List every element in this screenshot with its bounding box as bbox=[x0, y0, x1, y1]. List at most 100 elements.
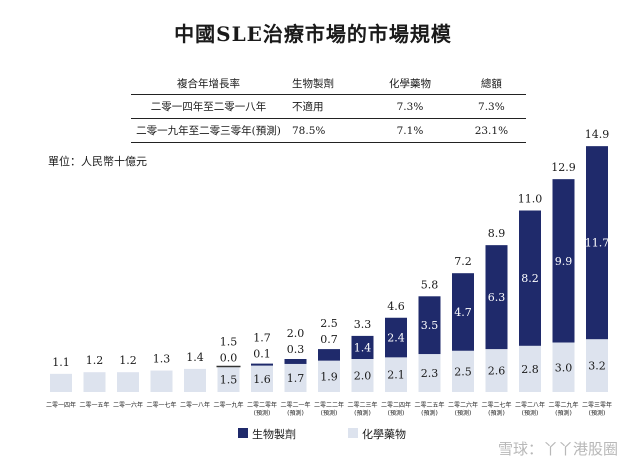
x-tick-label: 二零二三年(預測) bbox=[347, 401, 377, 417]
biologics-value-label: 3.5 bbox=[421, 319, 439, 332]
chemical-value-label: 2.5 bbox=[454, 365, 472, 378]
biologics-value-label: 11.7 bbox=[585, 237, 610, 250]
total-label: 11.0 bbox=[518, 193, 543, 206]
biologics-bar bbox=[586, 146, 608, 340]
biologics-value-label: 0.1 bbox=[253, 348, 271, 361]
total-label: 1.4 bbox=[186, 351, 204, 364]
chemical-bar bbox=[318, 360, 340, 392]
biologics-bar bbox=[385, 317, 407, 358]
cagr-period: 二零一九年至二零三零年(預測) bbox=[131, 118, 286, 143]
x-tick-label: 二零二四年(預測) bbox=[381, 401, 411, 417]
x-tick-label: 二零二七年(預測) bbox=[481, 401, 511, 417]
chemical-value-label: 2.8 bbox=[521, 363, 539, 376]
x-tick-label: 二零一五年 bbox=[79, 401, 109, 409]
chemical-bar bbox=[284, 363, 307, 392]
total-label: 3.3 bbox=[354, 318, 372, 331]
total-label: 1.7 bbox=[253, 332, 271, 345]
x-tick-label: 二零二五年(預測) bbox=[414, 401, 444, 417]
chemical-bar bbox=[485, 349, 508, 392]
total-label: 5.8 bbox=[421, 278, 439, 291]
total-label: 8.9 bbox=[488, 227, 506, 240]
biologics-value-label: 0.7 bbox=[320, 333, 338, 346]
x-tick-label: 二零三零年(預測) bbox=[582, 401, 612, 417]
x-tick-label: 二零一九年 bbox=[213, 401, 243, 409]
biologics-bar bbox=[318, 349, 340, 361]
total-label: 7.2 bbox=[454, 255, 472, 268]
total-label: 1.2 bbox=[86, 354, 104, 367]
chemical-bar bbox=[50, 373, 72, 392]
cagr-chemical: 7.1% bbox=[363, 118, 457, 143]
watermark: 雪球：丫丫港股圈 bbox=[497, 440, 618, 458]
cagr-biologics: 78.5% bbox=[286, 118, 364, 143]
biologics-value-label: 0.0 bbox=[220, 351, 238, 364]
total-label: 2.5 bbox=[320, 317, 338, 330]
x-tick-label: 二零二六年(預測) bbox=[448, 401, 478, 417]
legend-swatch-biologics bbox=[238, 428, 248, 438]
biologics-bar bbox=[216, 365, 241, 368]
biologics-value-label: 0.3 bbox=[287, 343, 305, 356]
total-label: 14.9 bbox=[585, 128, 610, 141]
chemical-value-label: 2.0 bbox=[354, 370, 372, 383]
chemical-bar bbox=[586, 339, 608, 392]
chemical-bar bbox=[552, 342, 575, 392]
chemical-value-label: 1.6 bbox=[253, 373, 271, 386]
x-tick-label: 二零一四年 bbox=[46, 401, 76, 409]
x-tick-label: 二零二八年(預測) bbox=[515, 401, 545, 417]
x-tick-label: 二零二二年(預測) bbox=[314, 401, 344, 417]
cagr-header-row: 複合年增長率 生物製劑 化學藥物 總額 bbox=[131, 72, 526, 95]
legend-label-chemical: 化學藥物 bbox=[362, 427, 406, 441]
chemical-bar bbox=[83, 372, 106, 392]
chemical-bar bbox=[385, 357, 407, 392]
chemical-value-label: 2.6 bbox=[488, 365, 506, 378]
cagr-chemical: 7.3% bbox=[363, 94, 457, 119]
biologics-value-label: 9.9 bbox=[555, 255, 573, 268]
total-label: 1.1 bbox=[52, 356, 70, 369]
cagr-header-chemical: 化學藥物 bbox=[363, 72, 457, 95]
chemical-value-label: 3.0 bbox=[555, 361, 573, 374]
chemical-bar bbox=[452, 350, 474, 392]
cagr-row: 二零一四年至二零一八年 不適用 7.3% 7.3% bbox=[131, 94, 526, 119]
legend-swatch-chemical bbox=[348, 428, 358, 438]
x-tick-label: 二零二零年(預測) bbox=[247, 401, 277, 417]
biologics-bar bbox=[552, 179, 575, 343]
chemical-bar bbox=[217, 367, 240, 392]
chemical-bar bbox=[351, 359, 374, 392]
biologics-bar bbox=[351, 335, 374, 359]
chart-title: 中國SLE治療市場的市場規模 bbox=[174, 22, 452, 46]
chemical-bar bbox=[150, 370, 173, 392]
chemical-value-label: 1.9 bbox=[320, 370, 338, 383]
chemical-bar bbox=[251, 365, 273, 392]
biologics-bar bbox=[485, 245, 508, 350]
biologics-value-label: 4.7 bbox=[454, 306, 472, 319]
chemical-bar bbox=[519, 345, 541, 392]
cagr-row: 二零一九年至二零三零年(預測) 78.5% 7.1% 23.1% bbox=[131, 118, 526, 143]
total-label: 1.2 bbox=[119, 354, 137, 367]
x-tick-label: 二零二九年(預測) bbox=[548, 401, 578, 417]
cagr-table: 複合年增長率 生物製劑 化學藥物 總額 二零一四年至二零一八年 不適用 7.3%… bbox=[131, 72, 526, 143]
total-label: 1.3 bbox=[153, 353, 171, 366]
biologics-bar bbox=[519, 210, 541, 346]
biologics-value-label: 1.4 bbox=[354, 341, 372, 354]
chemical-value-label: 1.7 bbox=[287, 372, 305, 385]
x-tick-label: 二零一八年 bbox=[180, 401, 210, 409]
chemical-value-label: 2.1 bbox=[387, 369, 405, 382]
biologics-value-label: 6.3 bbox=[488, 291, 506, 304]
legend-label-biologics: 生物製劑 bbox=[252, 427, 296, 441]
cagr-header-label: 複合年增長率 bbox=[131, 72, 286, 95]
biologics-bar bbox=[251, 363, 273, 366]
biologics-value-label: 2.4 bbox=[387, 332, 405, 345]
chemical-value-label: 3.2 bbox=[588, 360, 606, 373]
total-label: 1.5 bbox=[220, 335, 238, 348]
chemical-value-label: 1.5 bbox=[220, 374, 238, 387]
chemical-bar bbox=[117, 372, 139, 392]
cagr-total: 7.3% bbox=[456, 94, 526, 119]
total-label: 12.9 bbox=[551, 161, 576, 174]
unit-label: 單位：人民幣十億元 bbox=[48, 155, 147, 168]
cagr-period: 二零一四年至二零一八年 bbox=[131, 94, 286, 119]
cagr-biologics: 不適用 bbox=[286, 94, 364, 119]
x-tick-label: 二零一七年 bbox=[146, 401, 176, 409]
cagr-total: 23.1% bbox=[456, 118, 526, 143]
chemical-bar bbox=[418, 354, 441, 392]
total-label: 2.0 bbox=[287, 327, 305, 340]
